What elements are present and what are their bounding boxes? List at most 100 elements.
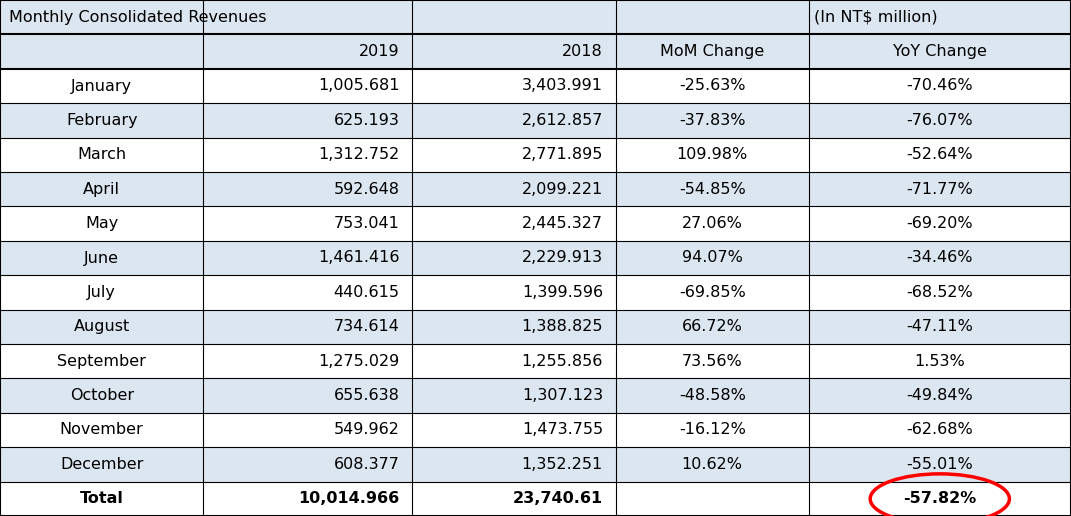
Bar: [809, 413, 1071, 447]
Text: -69.20%: -69.20%: [906, 216, 974, 231]
Bar: [203, 172, 412, 206]
Bar: [0, 206, 203, 241]
Bar: [616, 35, 809, 69]
Bar: [203, 241, 412, 275]
Text: 608.377: 608.377: [333, 457, 399, 472]
Bar: [809, 172, 1071, 206]
Text: -16.12%: -16.12%: [679, 423, 745, 438]
Text: February: February: [66, 113, 137, 128]
Text: 2,771.895: 2,771.895: [522, 147, 603, 163]
Bar: [412, 138, 616, 172]
Text: 2019: 2019: [359, 44, 399, 59]
Text: August: August: [74, 319, 130, 334]
Bar: [0, 378, 203, 413]
Text: -47.11%: -47.11%: [906, 319, 974, 334]
Bar: [203, 138, 412, 172]
Bar: [0, 103, 203, 138]
Text: 2,445.327: 2,445.327: [522, 216, 603, 231]
Bar: [203, 69, 412, 103]
Text: 1,388.825: 1,388.825: [522, 319, 603, 334]
Bar: [203, 275, 412, 310]
Bar: [809, 35, 1071, 69]
Bar: [809, 69, 1071, 103]
Bar: [0, 310, 203, 344]
Text: -69.85%: -69.85%: [679, 285, 745, 300]
Bar: [203, 447, 412, 481]
Bar: [412, 69, 616, 103]
Text: -76.07%: -76.07%: [906, 113, 974, 128]
Bar: [412, 413, 616, 447]
Bar: [809, 447, 1071, 481]
Text: 109.98%: 109.98%: [677, 147, 748, 163]
Text: March: March: [77, 147, 126, 163]
Text: -71.77%: -71.77%: [906, 182, 974, 197]
Bar: [809, 241, 1071, 275]
Bar: [809, 138, 1071, 172]
Text: Monthly Consolidated Revenues: Monthly Consolidated Revenues: [9, 10, 266, 25]
Bar: [0, 35, 203, 69]
Text: (In NT$ million): (In NT$ million): [814, 10, 937, 25]
Bar: [412, 35, 616, 69]
Bar: [809, 206, 1071, 241]
Text: 753.041: 753.041: [333, 216, 399, 231]
Bar: [616, 69, 809, 103]
Text: -68.52%: -68.52%: [906, 285, 974, 300]
Text: 66.72%: 66.72%: [682, 319, 742, 334]
Bar: [616, 481, 809, 516]
Text: -25.63%: -25.63%: [679, 78, 745, 93]
Text: 1,255.856: 1,255.856: [522, 353, 603, 369]
Text: 3,403.991: 3,403.991: [522, 78, 603, 93]
Text: -62.68%: -62.68%: [906, 423, 974, 438]
Bar: [412, 103, 616, 138]
Bar: [203, 413, 412, 447]
Bar: [412, 344, 616, 378]
Text: 10,014.966: 10,014.966: [298, 491, 399, 506]
Bar: [412, 206, 616, 241]
Text: 734.614: 734.614: [333, 319, 399, 334]
Bar: [0, 138, 203, 172]
Bar: [412, 275, 616, 310]
Bar: [412, 447, 616, 481]
Bar: [616, 447, 809, 481]
Bar: [616, 378, 809, 413]
Bar: [809, 378, 1071, 413]
Bar: [616, 138, 809, 172]
Text: 1,399.596: 1,399.596: [522, 285, 603, 300]
Text: 655.638: 655.638: [333, 388, 399, 403]
Text: July: July: [88, 285, 116, 300]
Text: April: April: [84, 182, 120, 197]
Text: 625.193: 625.193: [333, 113, 399, 128]
Bar: [0, 481, 203, 516]
Bar: [0, 69, 203, 103]
Text: May: May: [85, 216, 119, 231]
Bar: [203, 481, 412, 516]
Text: 27.06%: 27.06%: [682, 216, 742, 231]
Bar: [0, 172, 203, 206]
Bar: [616, 413, 809, 447]
Text: -48.58%: -48.58%: [679, 388, 745, 403]
Text: -70.46%: -70.46%: [906, 78, 974, 93]
Text: January: January: [71, 78, 133, 93]
Bar: [616, 103, 809, 138]
Text: -49.84%: -49.84%: [906, 388, 974, 403]
Bar: [412, 310, 616, 344]
Text: -52.64%: -52.64%: [906, 147, 974, 163]
Text: Total: Total: [80, 491, 123, 506]
Bar: [0, 241, 203, 275]
Text: YoY Change: YoY Change: [893, 44, 986, 59]
Text: 2,099.221: 2,099.221: [522, 182, 603, 197]
Text: 2,612.857: 2,612.857: [522, 113, 603, 128]
Bar: [809, 344, 1071, 378]
Bar: [203, 35, 412, 69]
Text: September: September: [58, 353, 146, 369]
Bar: [616, 206, 809, 241]
Bar: [0, 275, 203, 310]
Text: 2,229.913: 2,229.913: [522, 250, 603, 266]
Text: -34.46%: -34.46%: [906, 250, 974, 266]
Text: -55.01%: -55.01%: [906, 457, 974, 472]
Text: 440.615: 440.615: [333, 285, 399, 300]
Bar: [203, 103, 412, 138]
Bar: [616, 241, 809, 275]
Text: MoM Change: MoM Change: [660, 44, 765, 59]
Bar: [616, 344, 809, 378]
